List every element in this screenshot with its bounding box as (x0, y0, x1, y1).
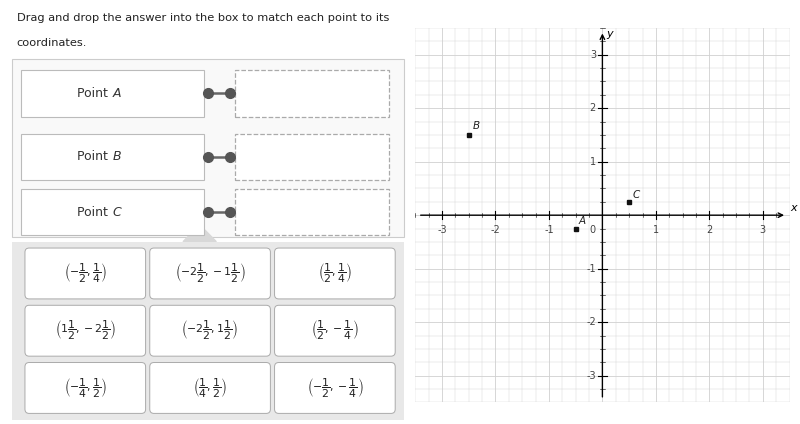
FancyBboxPatch shape (25, 363, 146, 413)
Text: $\left(-2\dfrac{1}{2}, 1\dfrac{1}{2}\right)$: $\left(-2\dfrac{1}{2}, 1\dfrac{1}{2}\rig… (182, 319, 238, 343)
FancyBboxPatch shape (274, 363, 395, 413)
Text: Point: Point (78, 206, 112, 218)
FancyBboxPatch shape (150, 363, 270, 413)
Text: Drag and drop the answer into the box to match each point to its: Drag and drop the answer into the box to… (17, 13, 389, 23)
FancyBboxPatch shape (13, 242, 403, 420)
Text: y: y (606, 29, 613, 39)
Text: $\left(\dfrac{1}{2}, -\dfrac{1}{4}\right)$: $\left(\dfrac{1}{2}, -\dfrac{1}{4}\right… (311, 319, 358, 343)
Text: A: A (112, 87, 121, 100)
Text: A: A (579, 216, 586, 226)
Text: 1: 1 (653, 225, 659, 235)
Text: coordinates.: coordinates. (17, 38, 87, 48)
FancyBboxPatch shape (274, 305, 395, 356)
Text: Point: Point (78, 151, 112, 163)
Text: -3: -3 (586, 371, 596, 381)
Text: 2: 2 (706, 225, 713, 235)
Text: 2: 2 (590, 103, 596, 113)
Text: -2: -2 (586, 317, 596, 327)
Text: $\left(-\dfrac{1}{2}, -\dfrac{1}{4}\right)$: $\left(-\dfrac{1}{2}, -\dfrac{1}{4}\righ… (306, 376, 363, 400)
Text: x: x (790, 203, 798, 212)
Text: Point: Point (78, 87, 112, 100)
FancyBboxPatch shape (274, 248, 395, 299)
Text: C: C (632, 190, 640, 200)
Text: B: B (473, 121, 479, 131)
Text: -2: -2 (490, 225, 500, 235)
Text: 1: 1 (590, 157, 596, 167)
FancyBboxPatch shape (21, 70, 204, 117)
Text: $\left(-2\dfrac{1}{2}, -1\dfrac{1}{2}\right)$: $\left(-2\dfrac{1}{2}, -1\dfrac{1}{2}\ri… (175, 262, 246, 285)
FancyBboxPatch shape (235, 70, 389, 117)
Text: -1: -1 (586, 264, 596, 273)
Text: 3: 3 (760, 225, 766, 235)
FancyBboxPatch shape (25, 248, 146, 299)
FancyBboxPatch shape (21, 189, 204, 235)
FancyBboxPatch shape (13, 59, 403, 237)
Text: $\left(\dfrac{1}{4}, \dfrac{1}{2}\right)$: $\left(\dfrac{1}{4}, \dfrac{1}{2}\right)… (193, 376, 227, 400)
Text: B: B (112, 151, 121, 163)
FancyBboxPatch shape (150, 248, 270, 299)
Text: -1: -1 (544, 225, 554, 235)
Text: 0: 0 (590, 225, 596, 235)
Text: $\left(-\dfrac{1}{2}, \dfrac{1}{4}\right)$: $\left(-\dfrac{1}{2}, \dfrac{1}{4}\right… (63, 262, 107, 285)
Text: $\left(-\dfrac{1}{4}, \dfrac{1}{2}\right)$: $\left(-\dfrac{1}{4}, \dfrac{1}{2}\right… (63, 376, 107, 400)
FancyBboxPatch shape (235, 134, 389, 180)
FancyBboxPatch shape (21, 134, 204, 180)
Text: $\left(\dfrac{1}{2}, \dfrac{1}{4}\right)$: $\left(\dfrac{1}{2}, \dfrac{1}{4}\right)… (318, 262, 352, 285)
Text: -3: -3 (437, 225, 446, 235)
Text: $\left(1\dfrac{1}{2}, -2\dfrac{1}{2}\right)$: $\left(1\dfrac{1}{2}, -2\dfrac{1}{2}\rig… (54, 319, 116, 343)
FancyBboxPatch shape (150, 305, 270, 356)
Polygon shape (183, 225, 216, 242)
Text: 3: 3 (590, 50, 596, 60)
FancyBboxPatch shape (235, 189, 389, 235)
FancyBboxPatch shape (25, 305, 146, 356)
Text: C: C (112, 206, 121, 218)
